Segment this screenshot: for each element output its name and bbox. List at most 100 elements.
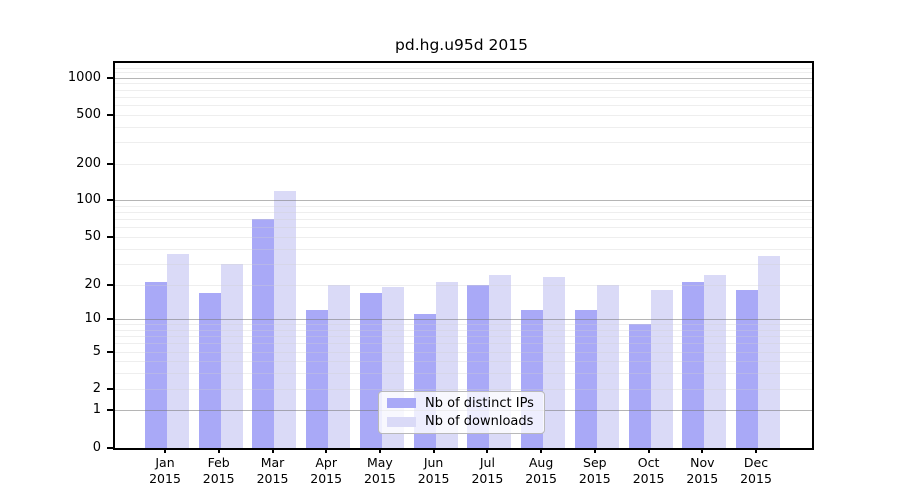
bar-downloads	[220, 263, 243, 448]
y-axis-tick-mark	[107, 113, 113, 116]
gridline-minor	[115, 163, 812, 165]
x-axis-label: Dec 2015	[740, 455, 772, 486]
gridline-minor	[115, 114, 812, 116]
x-axis-label: Sep 2015	[578, 455, 611, 486]
gridline-minor	[115, 206, 812, 207]
x-axis-tick-mark	[217, 448, 220, 453]
gridline-minor	[115, 373, 812, 375]
gridline-minor	[115, 83, 812, 85]
y-axis-tick-label: 200	[76, 155, 101, 171]
x-axis-tick-mark	[325, 448, 328, 453]
gridline-minor	[115, 141, 812, 143]
bar-distinct-ips	[628, 324, 651, 448]
bar-downloads	[167, 254, 189, 448]
gridline-minor	[115, 361, 812, 363]
bar-distinct-ips	[252, 218, 275, 448]
y-axis-tick-label: 1000	[67, 69, 101, 85]
gridline-minor	[115, 343, 812, 345]
gridline-minor	[115, 67, 812, 69]
x-axis-tick-mark	[271, 448, 274, 453]
chart-title: pd.hg.u95d 2015	[395, 36, 528, 54]
legend-label-distinct-ips: Nb of distinct IPs	[425, 395, 534, 411]
legend: Nb of distinct IPs Nb of downloads	[378, 391, 545, 434]
bar-distinct-ips	[736, 289, 759, 448]
y-axis-tick-mark	[107, 409, 113, 412]
legend-swatch-distinct-ips	[387, 398, 416, 409]
bar-downloads	[543, 277, 566, 448]
x-axis-label: Jun 2015	[417, 455, 450, 486]
gridline-minor	[115, 96, 812, 98]
bar-downloads	[650, 289, 673, 448]
y-axis-tick-label: 1	[92, 402, 101, 418]
bar-distinct-ips	[198, 292, 221, 448]
x-axis-tick-mark	[593, 448, 596, 453]
y-axis-tick-mark	[107, 350, 113, 353]
gridline-minor	[115, 104, 812, 106]
legend-item-downloads: Nb of downloads	[387, 413, 544, 432]
y-axis-tick-mark	[107, 318, 113, 321]
gridline-major	[115, 200, 812, 202]
y-axis-tick-label: 100	[76, 192, 101, 208]
gridline-minor	[115, 212, 812, 214]
gridline-minor	[115, 336, 812, 338]
legend-label-downloads: Nb of downloads	[425, 414, 534, 430]
gridline-minor	[115, 248, 812, 250]
y-axis-tick-mark	[107, 199, 113, 202]
x-axis-tick-mark	[164, 448, 166, 453]
x-axis-tick-mark	[432, 448, 435, 453]
gridline-minor	[115, 284, 812, 286]
legend-swatch-downloads	[387, 416, 416, 427]
y-axis-tick-label: 2	[92, 380, 101, 396]
x-axis-label: Oct 2015	[632, 455, 665, 486]
y-axis-tick-label: 500	[76, 106, 101, 122]
gridline-minor	[115, 388, 812, 390]
gridline-minor	[115, 329, 812, 331]
gridline-minor	[115, 219, 812, 221]
x-axis-tick-mark	[701, 448, 704, 453]
x-axis-label: Apr 2015	[310, 455, 343, 486]
y-axis-tick-label: 10	[84, 311, 101, 327]
bar-downloads	[328, 284, 351, 448]
bar-downloads	[758, 255, 781, 448]
y-axis-tick-label: 0	[92, 439, 101, 455]
y-axis-tick-label: 20	[84, 276, 101, 292]
x-axis-label: Jul 2015	[471, 455, 504, 486]
y-axis-tick-label: 5	[92, 343, 101, 359]
y-axis-tick-mark	[107, 236, 113, 238]
gridline-minor	[115, 263, 812, 265]
bar-distinct-ips	[306, 310, 329, 448]
y-axis-tick-mark	[107, 387, 113, 390]
x-axis-label: Jan 2015	[149, 455, 181, 486]
x-axis-tick-mark	[647, 448, 650, 453]
x-axis-tick-mark	[755, 448, 757, 453]
x-axis-tick-mark	[540, 448, 543, 453]
gridline-minor	[115, 72, 812, 74]
y-axis-tick-mark	[107, 446, 113, 449]
y-axis-tick-mark	[107, 283, 113, 286]
x-axis-label: Feb 2015	[202, 455, 235, 486]
gridline-minor	[115, 324, 812, 326]
bar-distinct-ips	[359, 292, 382, 448]
gridline-minor	[115, 351, 812, 353]
x-axis-label: May 2015	[363, 455, 396, 486]
bar-downloads	[596, 284, 619, 448]
y-axis-tick-mark	[107, 162, 113, 165]
gridline-minor	[115, 237, 812, 238]
x-axis-tick-mark	[378, 448, 381, 453]
gridline-minor	[115, 227, 812, 229]
x-axis-label: Mar 2015	[256, 455, 289, 486]
plot-area	[113, 61, 814, 450]
bar-distinct-ips	[682, 282, 705, 448]
gridline-minor	[115, 89, 812, 91]
legend-item-distinct-ips: Nb of distinct IPs	[387, 394, 544, 413]
x-axis-tick-mark	[486, 448, 489, 453]
x-axis-label: Nov 2015	[686, 455, 719, 486]
y-axis-tick-label: 50	[84, 229, 101, 244]
y-axis-tick-mark	[107, 76, 113, 79]
gridline-major	[115, 319, 812, 321]
gridline-major	[115, 77, 812, 79]
bar-distinct-ips	[574, 310, 597, 448]
x-axis-label: Aug 2015	[525, 455, 557, 486]
gridline-minor	[115, 126, 812, 128]
